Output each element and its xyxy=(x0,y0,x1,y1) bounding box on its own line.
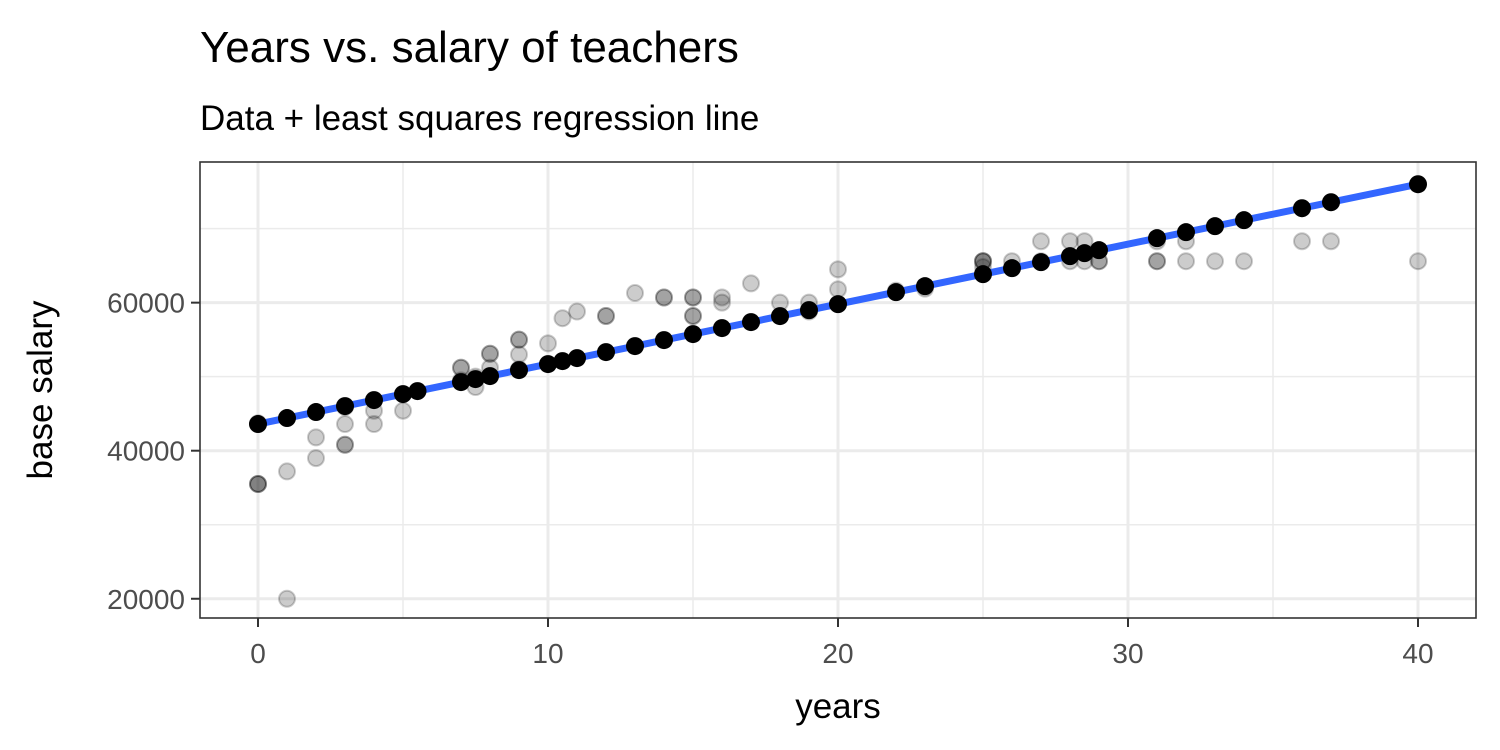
observed-point xyxy=(1148,252,1166,271)
fitted-point xyxy=(713,319,731,338)
observed-point xyxy=(365,415,383,434)
fitted-point xyxy=(365,391,383,410)
fitted-point xyxy=(249,415,267,434)
fitted-point xyxy=(1003,259,1021,278)
observed-point xyxy=(684,288,702,307)
fitted-point xyxy=(1177,223,1195,242)
observed-point xyxy=(1235,252,1253,271)
x-tick-label: 10 xyxy=(532,638,563,669)
fitted-point xyxy=(1075,244,1094,263)
observed-point xyxy=(510,330,528,349)
observed-point xyxy=(1409,252,1427,271)
x-tick-label: 40 xyxy=(1402,638,1433,669)
observed-point xyxy=(597,306,615,325)
y-tick-label: 20000 xyxy=(107,584,185,615)
observed-point xyxy=(249,475,267,494)
x-axis-title: years xyxy=(795,687,881,726)
observed-point xyxy=(684,288,702,307)
fitted-point xyxy=(655,331,673,350)
fitted-point xyxy=(829,295,847,314)
observed-point xyxy=(394,401,412,420)
observed-point xyxy=(249,475,267,494)
fitted-point xyxy=(1148,229,1166,248)
observed-point xyxy=(553,309,572,328)
fitted-point xyxy=(684,325,702,344)
fitted-point xyxy=(1235,211,1253,230)
observed-point xyxy=(1032,232,1050,251)
fitted-point xyxy=(466,370,485,389)
fitted-point xyxy=(408,382,427,401)
y-axis-title: base salary xyxy=(21,300,60,479)
chart-title: Years vs. salary of teachers xyxy=(200,23,739,72)
observed-point xyxy=(278,462,296,481)
fitted-point xyxy=(626,337,644,356)
fitted-point xyxy=(916,277,934,296)
observed-point xyxy=(597,306,615,325)
fitted-point xyxy=(1032,253,1050,272)
observed-point xyxy=(336,435,354,454)
fitted-point xyxy=(1322,193,1340,212)
fitted-point xyxy=(1293,199,1311,218)
observed-point xyxy=(1293,232,1311,251)
x-tick-label: 30 xyxy=(1112,638,1143,669)
fitted-point xyxy=(510,361,528,380)
observed-point xyxy=(539,334,557,353)
observed-point xyxy=(742,274,760,293)
fitted-point xyxy=(974,265,992,284)
fitted-point xyxy=(887,283,905,302)
observed-point xyxy=(249,475,267,494)
observed-point xyxy=(481,344,499,363)
observed-point xyxy=(1148,252,1166,271)
y-tick-label: 40000 xyxy=(107,436,185,467)
plot-panel xyxy=(199,161,1477,619)
observed-point xyxy=(713,293,731,312)
fitted-point xyxy=(597,343,615,362)
observed-point xyxy=(278,589,296,608)
fitted-point xyxy=(771,307,789,326)
fitted-point xyxy=(553,352,572,371)
fitted-point xyxy=(394,385,412,404)
observed-point xyxy=(684,306,702,325)
fitted-point xyxy=(1090,241,1108,260)
observed-point xyxy=(336,415,354,434)
observed-point xyxy=(713,288,731,307)
x-tick-label: 0 xyxy=(250,638,266,669)
fitted-point xyxy=(1409,175,1427,194)
observed-point xyxy=(336,435,354,454)
observed-point xyxy=(1206,252,1224,271)
chart-subtitle: Data + least squares regression line xyxy=(200,99,759,138)
observed-point xyxy=(307,428,325,447)
observed-point xyxy=(510,345,528,364)
observed-point xyxy=(307,449,325,468)
fitted-point xyxy=(307,403,325,422)
fitted-point xyxy=(1061,247,1079,266)
y-tick-label: 60000 xyxy=(107,288,185,319)
observed-point xyxy=(655,288,673,307)
fitted-point xyxy=(539,355,557,374)
observed-point xyxy=(481,344,499,363)
observed-point xyxy=(684,306,702,325)
fitted-point xyxy=(336,397,354,416)
observed-point xyxy=(626,284,644,303)
observed-point xyxy=(1177,252,1195,271)
fitted-point xyxy=(278,409,296,428)
y-axis: 20000 40000 60000 xyxy=(107,288,200,615)
observed-point xyxy=(510,330,528,349)
fitted-point xyxy=(568,349,586,368)
fitted-point xyxy=(800,301,818,320)
observed-point xyxy=(568,302,586,321)
observed-point xyxy=(1322,232,1340,251)
x-tick-label: 20 xyxy=(822,638,853,669)
fitted-point xyxy=(481,367,499,386)
fitted-point xyxy=(1206,217,1224,236)
fitted-points xyxy=(249,175,1427,434)
x-axis: 0 10 20 30 40 xyxy=(250,618,1434,669)
fitted-point xyxy=(452,373,470,392)
observed-point xyxy=(829,280,847,299)
fitted-point xyxy=(742,313,760,332)
observed-point xyxy=(829,260,847,279)
observed-point xyxy=(655,288,673,307)
